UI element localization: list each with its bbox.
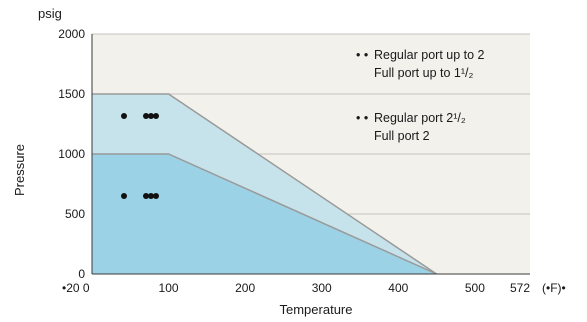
y-axis-title: Pressure: [12, 144, 27, 196]
legend-item-2-line1: Regular port 2¹/₂: [374, 111, 466, 125]
dot-marker-series-1-1: [121, 113, 127, 119]
dot-marker-series-2-3: [148, 193, 154, 199]
x-tick-label-572: 572: [510, 281, 530, 295]
x-tick-label-500: 500: [465, 281, 485, 295]
boundary-line-series-2: [92, 153, 437, 275]
x-tick-label-200: 200: [235, 281, 255, 295]
dot-marker-series-2-2: [143, 193, 149, 199]
area-series-2: [92, 154, 437, 274]
legend: • • Regular port up to 2 Full port up to…: [356, 48, 485, 143]
dot-marker-series-1-4: [153, 113, 159, 119]
y-tick-label-500: 500: [65, 207, 85, 221]
legend-item-1: • • Regular port up to 2 Full port up to…: [356, 48, 485, 80]
dot-marker-series-2-1: [121, 193, 127, 199]
x-tick-labels: •20 0 100 200 300 400 500 572: [62, 281, 530, 295]
legend-item-2-marker: • •: [356, 111, 368, 125]
x-unit-label: (•F)•: [542, 281, 566, 295]
x-tick-label-100: 100: [159, 281, 179, 295]
dot-marker-series-2-4: [153, 193, 159, 199]
y-tick-label-0: 0: [78, 267, 85, 281]
legend-item-1-marker: • •: [356, 48, 368, 62]
legend-item-2-line2: Full port 2: [374, 129, 430, 143]
data-areas: [92, 93, 437, 275]
y-tick-label-1500: 1500: [58, 87, 85, 101]
y-tick-label-1000: 1000: [58, 147, 85, 161]
axes: [91, 34, 530, 275]
x-tick-label-400: 400: [388, 281, 408, 295]
boundary-line-series-1: [92, 93, 437, 275]
x-tick-label-0: •20 0: [62, 281, 90, 295]
dot-marker-series-1-3: [148, 113, 154, 119]
legend-item-1-line1: Regular port up to 2: [374, 48, 485, 62]
x-tick-label-300: 300: [312, 281, 332, 295]
x-axis-title: Temperature: [280, 302, 353, 317]
y-tick-labels: 0 500 1000 1500 2000: [58, 27, 85, 281]
y-tick-label-2000: 2000: [58, 27, 85, 41]
data-dots: [121, 113, 159, 199]
dot-marker-series-1-2: [143, 113, 149, 119]
legend-item-2: • • Regular port 2¹/₂ Full port 2: [356, 111, 466, 143]
legend-item-1-line2: Full port up to 1¹/₂: [374, 66, 473, 80]
y-unit-label: psig: [38, 6, 62, 21]
